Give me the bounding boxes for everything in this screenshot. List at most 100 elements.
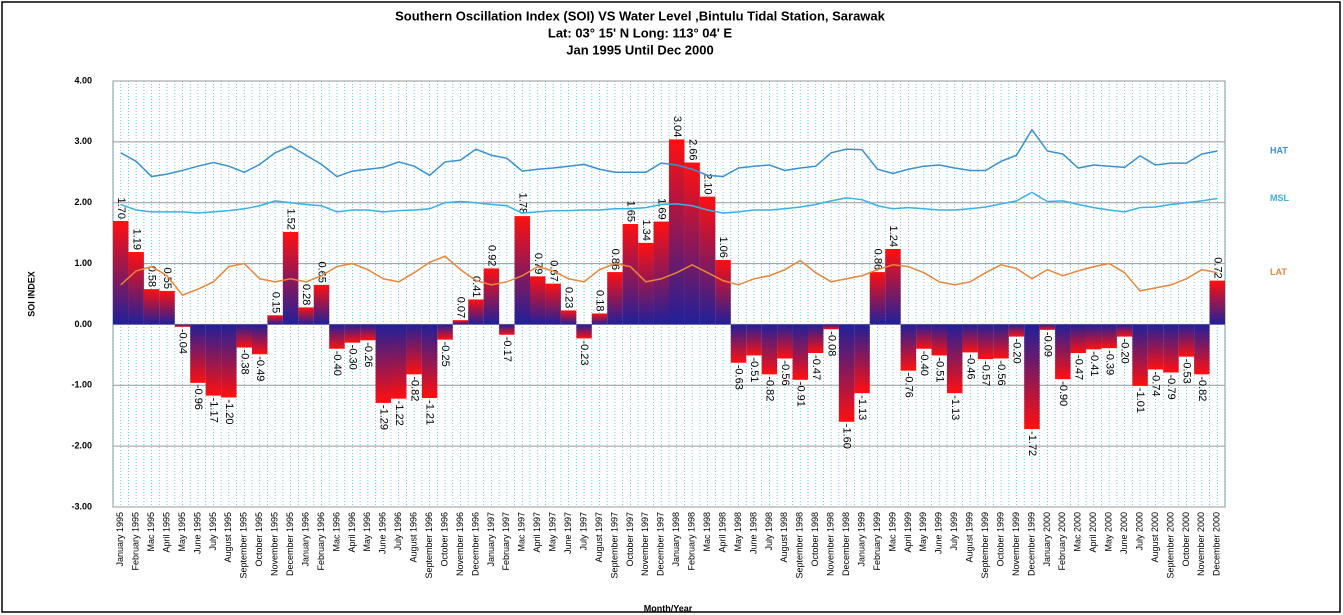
value-label: 0.58	[146, 266, 158, 287]
bar	[761, 324, 778, 375]
value-label: 0.23	[563, 287, 575, 308]
x-tick-label: June 1999	[934, 512, 944, 554]
value-label: 3.04	[671, 116, 683, 137]
value-label: 1.34	[640, 219, 652, 240]
x-tick-label: December 1997	[656, 512, 666, 576]
bar	[622, 224, 639, 325]
x-tick-label: April 1996	[347, 512, 357, 553]
bar	[808, 324, 824, 354]
bar	[653, 221, 669, 325]
bar	[916, 324, 932, 349]
x-tick-label: July 2000	[1134, 512, 1144, 551]
x-tick-label: November 1996	[455, 512, 465, 576]
value-label: 1.06	[717, 236, 729, 257]
value-label: -1.60	[841, 424, 853, 449]
x-tick-label: February 1998	[687, 512, 697, 571]
value-label: 0.15	[269, 292, 281, 313]
bar	[329, 324, 345, 349]
value-label: 0.86	[872, 249, 884, 270]
x-tick-label: September 1998	[795, 512, 805, 579]
bar	[900, 324, 917, 371]
value-label: -0.51	[933, 357, 945, 382]
value-label: -0.20	[1119, 339, 1131, 364]
y-tick-label: 2.00	[74, 197, 92, 207]
bar	[1055, 324, 1071, 380]
value-label: -0.51	[748, 357, 760, 382]
bar	[267, 315, 283, 325]
value-label: 0.79	[532, 253, 544, 274]
value-label: 0.55	[161, 268, 173, 289]
bar	[421, 324, 438, 399]
chart-subtitle: Jan 1995 Until Dec 2000	[566, 42, 713, 57]
line-series	[120, 255, 1218, 297]
x-tick-label: September 1996	[424, 512, 434, 579]
value-label: 0.86	[609, 249, 621, 270]
bar	[298, 307, 314, 325]
x-tick-label: August 1999	[965, 512, 975, 563]
x-tick-label: June 1995	[192, 512, 202, 554]
x-tick-label: October 1998	[810, 512, 820, 567]
bar	[344, 324, 361, 343]
bar	[1163, 324, 1179, 373]
bar	[375, 324, 391, 403]
bar	[977, 324, 994, 360]
x-tick-label: July 1995	[208, 512, 218, 551]
value-label: -0.91	[794, 382, 806, 407]
value-label: -0.46	[964, 354, 976, 379]
x-tick-label: May 1999	[918, 512, 928, 552]
bar	[838, 324, 855, 422]
x-tick-label: April 1998	[717, 512, 727, 553]
bar	[1147, 324, 1164, 370]
x-tick-label: December 1999	[1026, 512, 1036, 576]
bar	[1209, 280, 1225, 325]
bar	[221, 324, 237, 398]
x-tick-label: January 2000	[1042, 512, 1052, 567]
value-label: -0.90	[1057, 381, 1069, 406]
value-label: -1.13	[856, 395, 868, 420]
value-label: -0.25	[439, 342, 451, 367]
value-label: -0.74	[1150, 371, 1162, 396]
value-label: -0.04	[177, 329, 189, 354]
x-tick-label: September 1999	[980, 512, 990, 579]
x-tick-label: May 2000	[1104, 512, 1114, 552]
bar	[190, 324, 206, 383]
value-label: -0.57	[980, 361, 992, 386]
x-tick-label: April 1997	[532, 512, 542, 553]
value-label: -0.56	[779, 361, 791, 386]
bar	[576, 324, 592, 339]
bar	[483, 268, 500, 325]
value-label: -0.09	[1041, 332, 1053, 357]
y-tick-label: -2.00	[71, 441, 92, 451]
bar	[252, 324, 268, 355]
value-label: 1.65	[624, 201, 636, 222]
x-tick-label: Mac 1998	[702, 512, 712, 552]
bar	[159, 290, 175, 325]
x-tick-label: April 2000	[1088, 512, 1098, 553]
x-tick-label: January 1997	[486, 512, 496, 567]
value-label: -0.82	[763, 376, 775, 401]
y-tick-label: 4.00	[74, 75, 92, 85]
value-label: 0.28	[300, 284, 312, 305]
value-label: -0.40	[918, 351, 930, 376]
value-label: -1.29	[377, 405, 389, 430]
bar	[128, 252, 144, 325]
x-tick-label: September 2000	[1165, 512, 1175, 579]
bar	[113, 220, 129, 325]
x-tick-label: August 1996	[409, 512, 419, 563]
value-label: -1.17	[207, 398, 219, 423]
bar	[205, 324, 222, 396]
y-tick-label: 3.00	[74, 136, 92, 146]
value-label: 1.78	[516, 193, 528, 214]
bar	[746, 324, 762, 356]
x-tick-label: October 1995	[254, 512, 264, 567]
bar	[499, 324, 515, 335]
legend-label: MSL	[1270, 193, 1290, 203]
x-tick-label: June 1996	[378, 512, 388, 554]
bar	[174, 324, 191, 327]
x-tick-label: May 1998	[733, 512, 743, 552]
x-tick-label: February 1995	[131, 512, 141, 571]
x-tick-label: July 1998	[764, 512, 774, 551]
value-label: -0.96	[192, 385, 204, 410]
value-label: -1.20	[223, 399, 235, 424]
